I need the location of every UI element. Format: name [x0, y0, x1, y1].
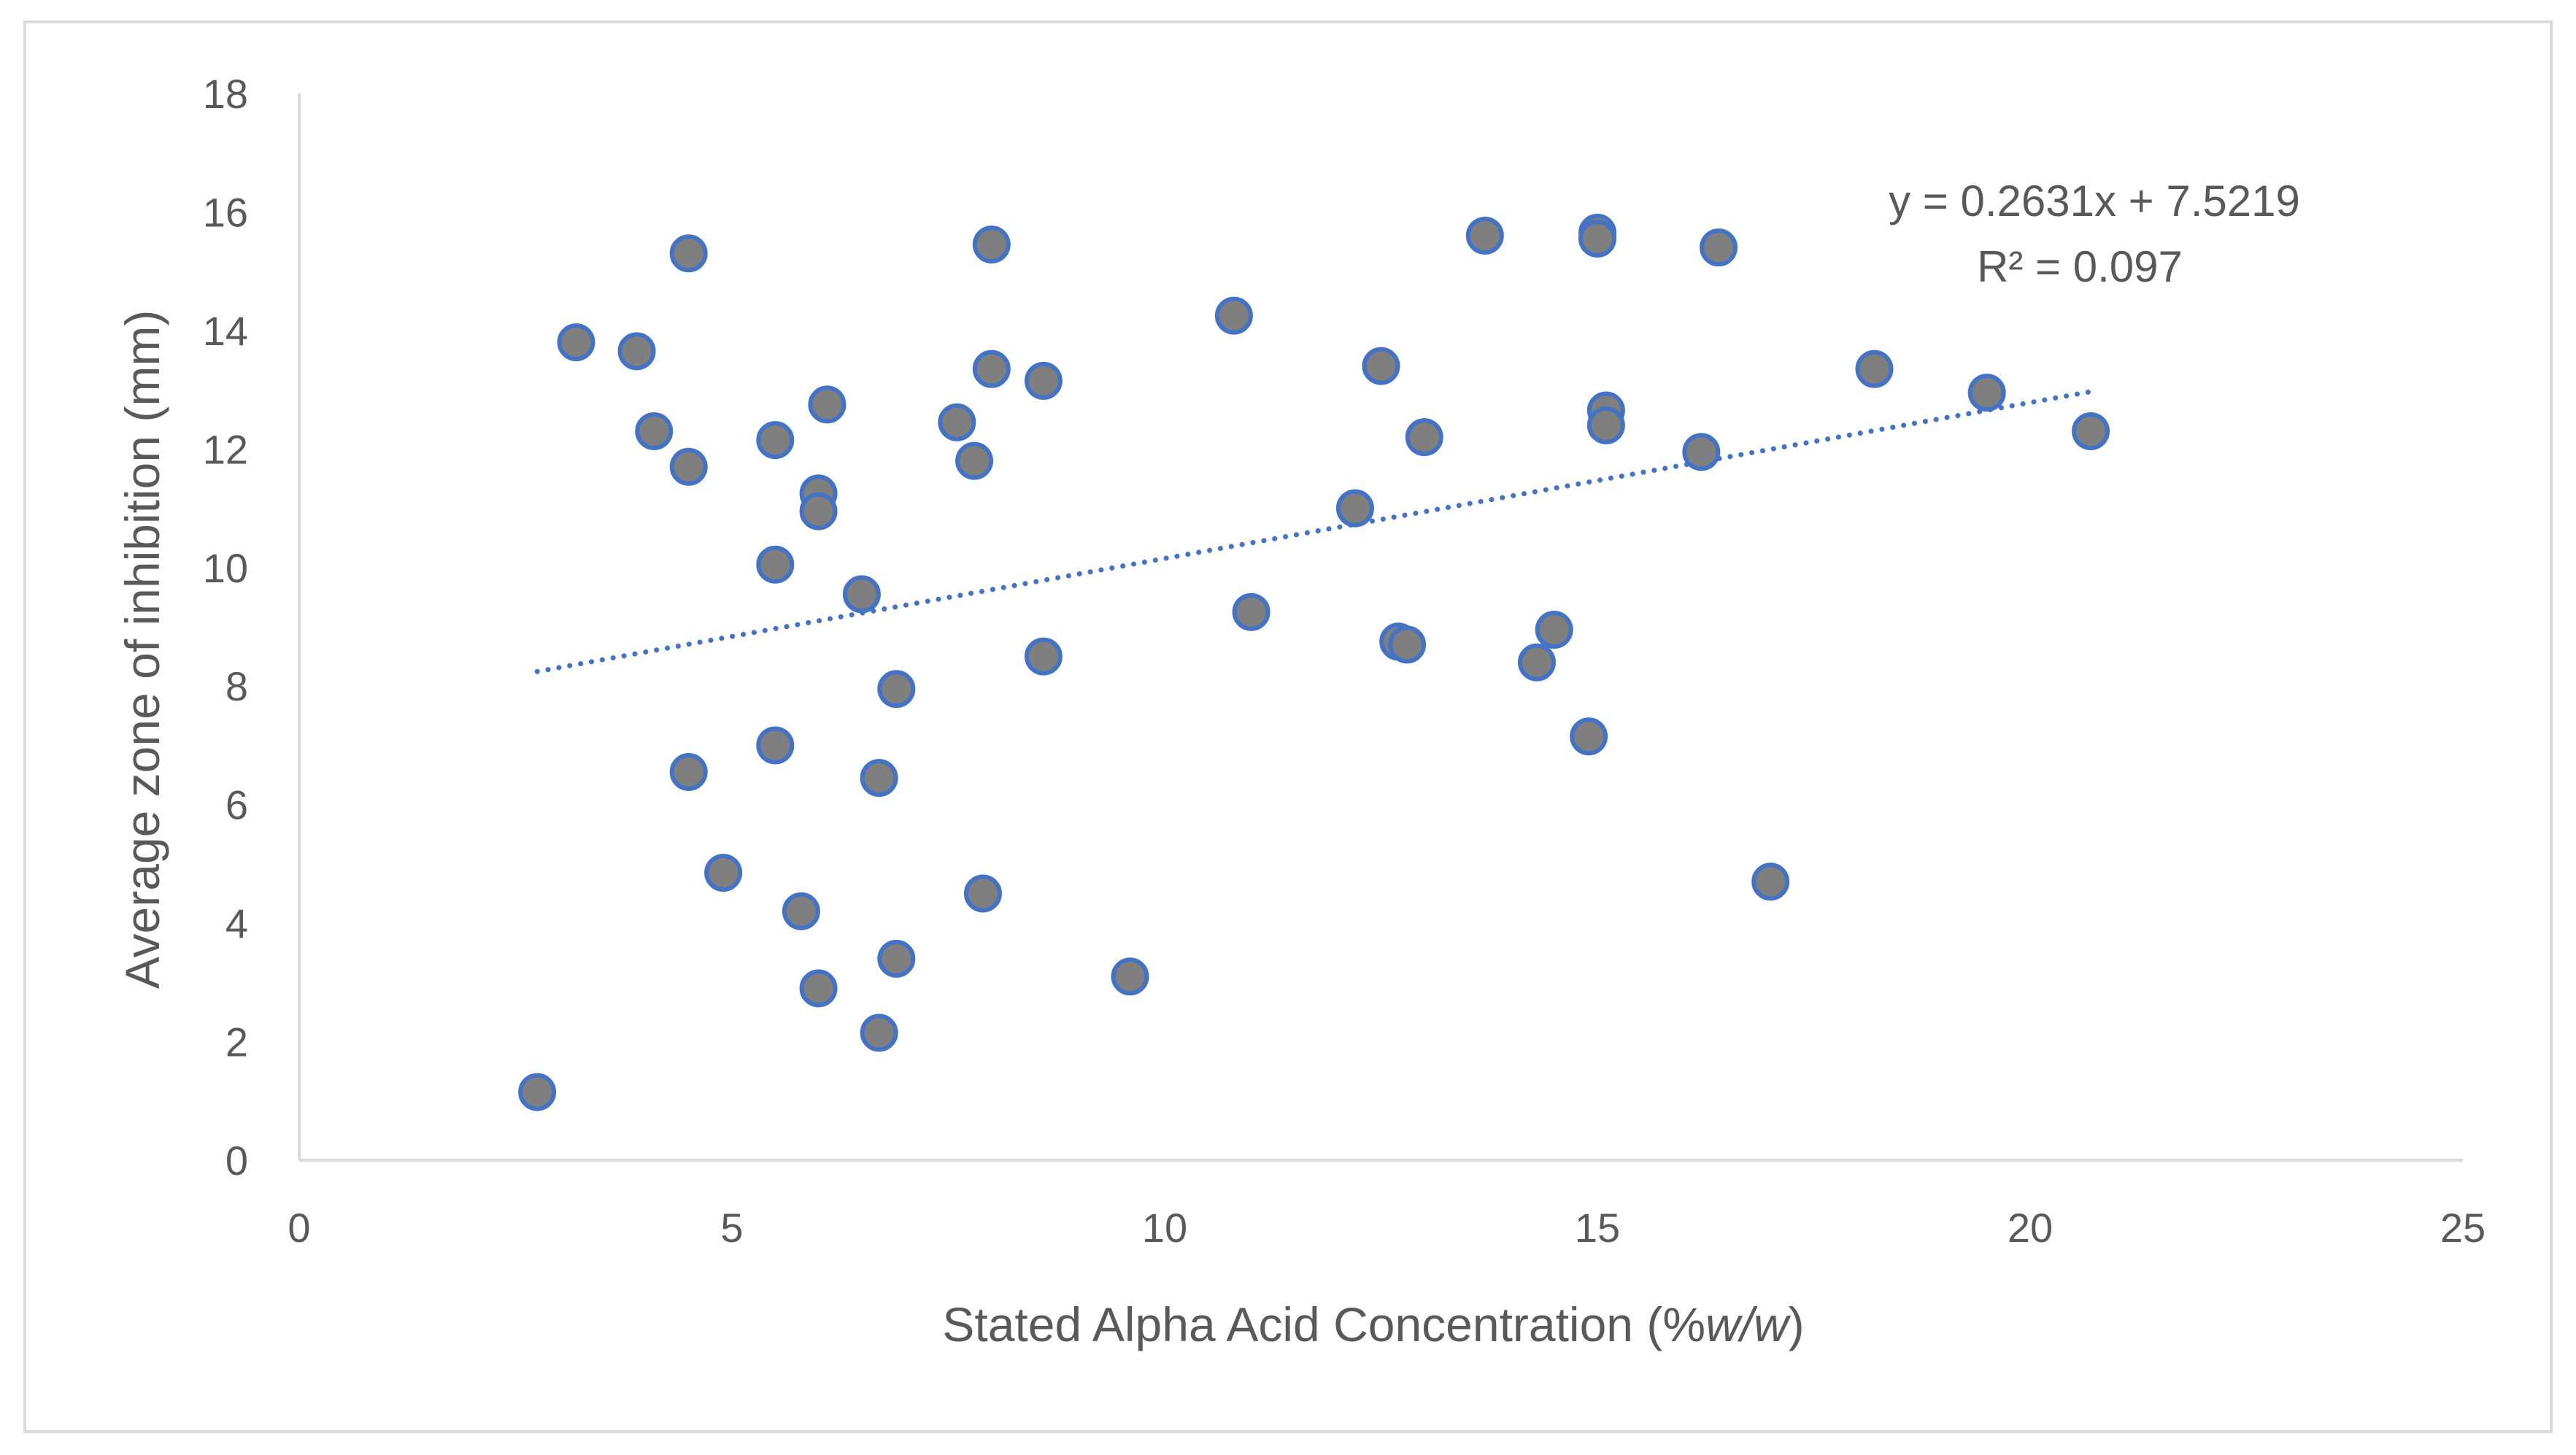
data-point: [669, 447, 708, 486]
y-tick-labels: 0 2 4 6 8 10 12 14 16 18: [203, 71, 248, 1184]
data-point: [1232, 593, 1270, 631]
data-point: [1024, 361, 1063, 400]
data-point: [635, 412, 674, 450]
data-point: [955, 441, 994, 480]
y-tick-label: 12: [203, 426, 248, 472]
y-axis-title: Average zone of inhibition (mm): [115, 310, 169, 989]
y-tick-label: 2: [225, 1019, 248, 1065]
data-point: [1517, 643, 1556, 682]
y-tick-label: 4: [225, 900, 248, 946]
x-tick-label: 5: [720, 1205, 743, 1251]
x-axis-title: Stated Alpha Acid Concentration (%w/w): [942, 1297, 1804, 1351]
x-axis-title-italic-part: w/w: [1705, 1297, 1792, 1351]
trendline-r-squared: R² = 0.097: [1977, 242, 2183, 291]
data-point: [842, 575, 881, 614]
data-point: [1214, 296, 1253, 335]
data-point: [1362, 347, 1400, 385]
data-point: [963, 874, 1002, 913]
x-tick-label: 20: [2008, 1205, 2053, 1251]
data-point: [799, 492, 838, 530]
data-point: [972, 350, 1011, 388]
data-point: [1465, 216, 1504, 255]
data-point: [2072, 412, 2110, 450]
x-axis-title-part-1: Stated Alpha Acid Concentration (%: [942, 1297, 1705, 1351]
data-point: [617, 332, 656, 371]
data-point: [1405, 418, 1443, 457]
data-point: [1967, 374, 2006, 412]
data-point: [704, 854, 743, 892]
data-point: [1535, 611, 1573, 649]
data-point: [756, 421, 795, 460]
data-point: [808, 385, 847, 424]
data-point: [557, 323, 595, 362]
data-point: [1855, 350, 1894, 388]
data-point: [669, 234, 708, 273]
x-tick-label: 25: [2440, 1205, 2486, 1251]
x-tick-label: 15: [1575, 1205, 1620, 1251]
data-point: [1586, 406, 1625, 444]
y-tick-label: 6: [225, 782, 248, 828]
data-point: [1751, 862, 1790, 901]
data-point: [860, 1014, 898, 1052]
data-point: [669, 752, 708, 791]
data-point: [877, 939, 916, 978]
x-tick-label: 10: [1142, 1205, 1187, 1251]
data-point: [972, 225, 1011, 264]
data-points: [518, 213, 2110, 1111]
y-tick-label: 8: [225, 663, 248, 709]
y-tick-label: 16: [203, 189, 248, 235]
data-point: [782, 892, 820, 930]
y-tick-label: 18: [203, 71, 248, 117]
y-tick-label: 10: [203, 545, 248, 591]
data-point: [518, 1073, 557, 1111]
data-point: [1111, 957, 1149, 996]
y-tick-label: 14: [203, 308, 248, 354]
data-point: [1700, 228, 1738, 267]
data-point: [1682, 433, 1721, 471]
data-point: [1335, 489, 1374, 528]
y-tick-label: 0: [225, 1138, 248, 1184]
data-point: [938, 403, 976, 441]
data-point: [799, 969, 838, 1008]
x-tick-labels: 0 5 10 15 20 25: [288, 1205, 2486, 1251]
data-point: [756, 545, 795, 584]
chart-border: [23, 20, 2553, 1433]
data-point: [860, 759, 898, 798]
x-axis-title-part-3: ): [1789, 1297, 1805, 1351]
data-point: [877, 670, 916, 709]
data-point: [1024, 637, 1063, 676]
trendline-equation: y = 0.2631x + 7.5219: [1889, 177, 2300, 225]
data-point: [1570, 717, 1608, 756]
x-tick-label: 0: [288, 1205, 310, 1251]
trendline: [534, 389, 2094, 674]
data-point: [1388, 625, 1427, 664]
data-point: [1578, 219, 1616, 258]
data-point: [756, 726, 795, 765]
